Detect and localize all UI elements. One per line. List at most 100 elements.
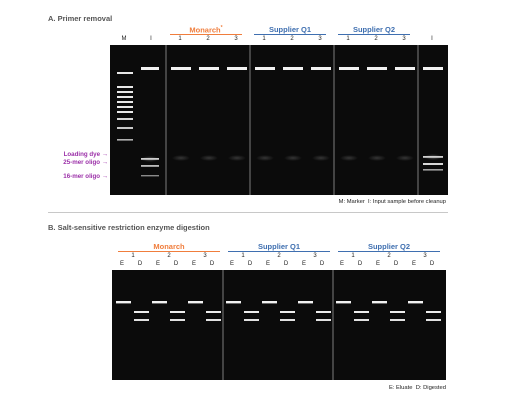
digest-band xyxy=(426,311,441,313)
panel-a-title: A. Primer removal xyxy=(48,14,113,23)
dna-band xyxy=(255,67,275,70)
digest-band xyxy=(316,319,331,321)
marker-band xyxy=(117,127,133,129)
panel-b-legend: E: Eluate D: Digested xyxy=(300,385,446,391)
annotation-label: 16-mer oligo xyxy=(63,173,101,180)
marker-band xyxy=(117,118,133,120)
sample-label-q1-3: 3 xyxy=(313,253,317,259)
annotation-25-mer-oligo: 25-mer oligo → xyxy=(20,159,108,166)
lane-label-e: E xyxy=(411,261,416,267)
dna-band xyxy=(367,67,387,70)
marker-band xyxy=(117,72,133,74)
eluate-band xyxy=(262,301,277,304)
arrow-right-icon: → xyxy=(101,159,108,166)
lane-label-e: E xyxy=(155,261,160,267)
lane-label-q2-1: 1 xyxy=(346,36,350,42)
lane-label-d: D xyxy=(319,261,325,267)
digest-band xyxy=(170,319,185,321)
dye-smear xyxy=(368,155,386,161)
lane-label-q2-3: 3 xyxy=(402,36,406,42)
digest-band xyxy=(280,311,295,313)
oligo-band xyxy=(423,163,443,165)
panel-a-group-monarch: Monarch* xyxy=(168,25,244,35)
marker-band xyxy=(117,101,133,103)
eluate-band xyxy=(408,301,423,304)
dna-band xyxy=(283,67,303,70)
digest-band xyxy=(280,319,295,321)
gel-image-primer-removal xyxy=(110,45,448,195)
dye-smear xyxy=(256,155,274,161)
gel-image-restriction-digestion xyxy=(112,270,446,380)
panel-a-group-rule-monarch xyxy=(170,34,242,35)
panel-b-group-rule-monarch xyxy=(118,251,220,252)
dna-band xyxy=(395,67,415,70)
eluate-band xyxy=(298,301,313,304)
digest-band xyxy=(426,319,441,321)
dye-smear xyxy=(228,155,246,161)
sample-label-q1-1: 1 xyxy=(241,253,245,259)
lane-label-marker: M xyxy=(121,36,127,42)
annotation-16-mer-oligo: 16-mer oligo → xyxy=(20,173,108,180)
lane-label-d: D xyxy=(173,261,179,267)
oligo-band xyxy=(423,156,443,158)
panel-b-group-supplier-q1: Supplier Q1 xyxy=(257,242,301,251)
panel-divider xyxy=(48,212,448,213)
digest-band xyxy=(134,311,149,313)
panel-b-group-rule-supplier-q1 xyxy=(228,251,330,252)
panel-a-group-rule-supplier-q2 xyxy=(338,34,410,35)
oligo-band xyxy=(141,165,159,167)
legend-input: I: Input sample before cleanup xyxy=(368,199,446,205)
dye-smear xyxy=(396,155,414,161)
legend-digested: D: Digested xyxy=(415,385,446,391)
marker-band xyxy=(117,86,133,88)
lane-label-d: D xyxy=(429,261,435,267)
lane-label-e: E xyxy=(339,261,344,267)
lane-label-q1-1: 1 xyxy=(262,36,266,42)
lane-label-input-right: I xyxy=(431,36,433,42)
sample-label-q2-1: 1 xyxy=(351,253,355,259)
lane-label-d: D xyxy=(137,261,143,267)
eluate-band xyxy=(336,301,351,304)
panel-b-group-rule-supplier-q2 xyxy=(338,251,440,252)
panel-b-group-supplier-q2: Supplier Q2 xyxy=(367,242,411,251)
digest-band xyxy=(170,311,185,313)
arrow-right-icon: → xyxy=(101,173,108,180)
lane-label-d: D xyxy=(283,261,289,267)
annotation-label: Loading dye xyxy=(63,151,101,158)
panel-a-group-supplier-q2: Supplier Q2 xyxy=(352,25,396,34)
lane-label-e: E xyxy=(301,261,306,267)
eluate-band xyxy=(152,301,167,304)
lane-label-q2-2: 2 xyxy=(374,36,378,42)
lane-label-input: I xyxy=(150,36,152,42)
marker-band xyxy=(117,111,133,113)
sample-label-monarch-2: 2 xyxy=(167,253,171,259)
sample-label-monarch-1: 1 xyxy=(131,253,135,259)
lane-label-d: D xyxy=(209,261,215,267)
panel-a-group-rule-supplier-q1 xyxy=(254,34,326,35)
dna-band xyxy=(227,67,247,70)
oligo-band xyxy=(141,175,159,177)
digest-band xyxy=(316,311,331,313)
digest-band xyxy=(354,319,369,321)
digest-band xyxy=(390,311,405,313)
annotation-loading-dye: Loading dye → xyxy=(20,151,108,158)
lane-label-d: D xyxy=(393,261,399,267)
sample-label-q2-3: 3 xyxy=(423,253,427,259)
oligo-band xyxy=(141,158,159,160)
dye-smear xyxy=(200,155,218,161)
lane-label-e: E xyxy=(191,261,196,267)
group-superscript: * xyxy=(220,25,223,31)
panel-a-legend: M: Marker I: Input sample before cleanup xyxy=(300,199,446,205)
lane-label-monarch-3: 3 xyxy=(234,36,238,42)
lane-label-monarch-1: 1 xyxy=(178,36,182,42)
digest-band xyxy=(390,319,405,321)
dna-band xyxy=(311,67,331,70)
arrow-right-icon: → xyxy=(101,151,108,158)
dna-band xyxy=(141,67,159,70)
dye-smear xyxy=(340,155,358,161)
dye-smear xyxy=(172,155,190,161)
lane-label-e: E xyxy=(229,261,234,267)
legend-eluate: E: Eluate xyxy=(388,385,413,391)
oligo-band xyxy=(423,169,443,171)
digest-band xyxy=(354,311,369,313)
